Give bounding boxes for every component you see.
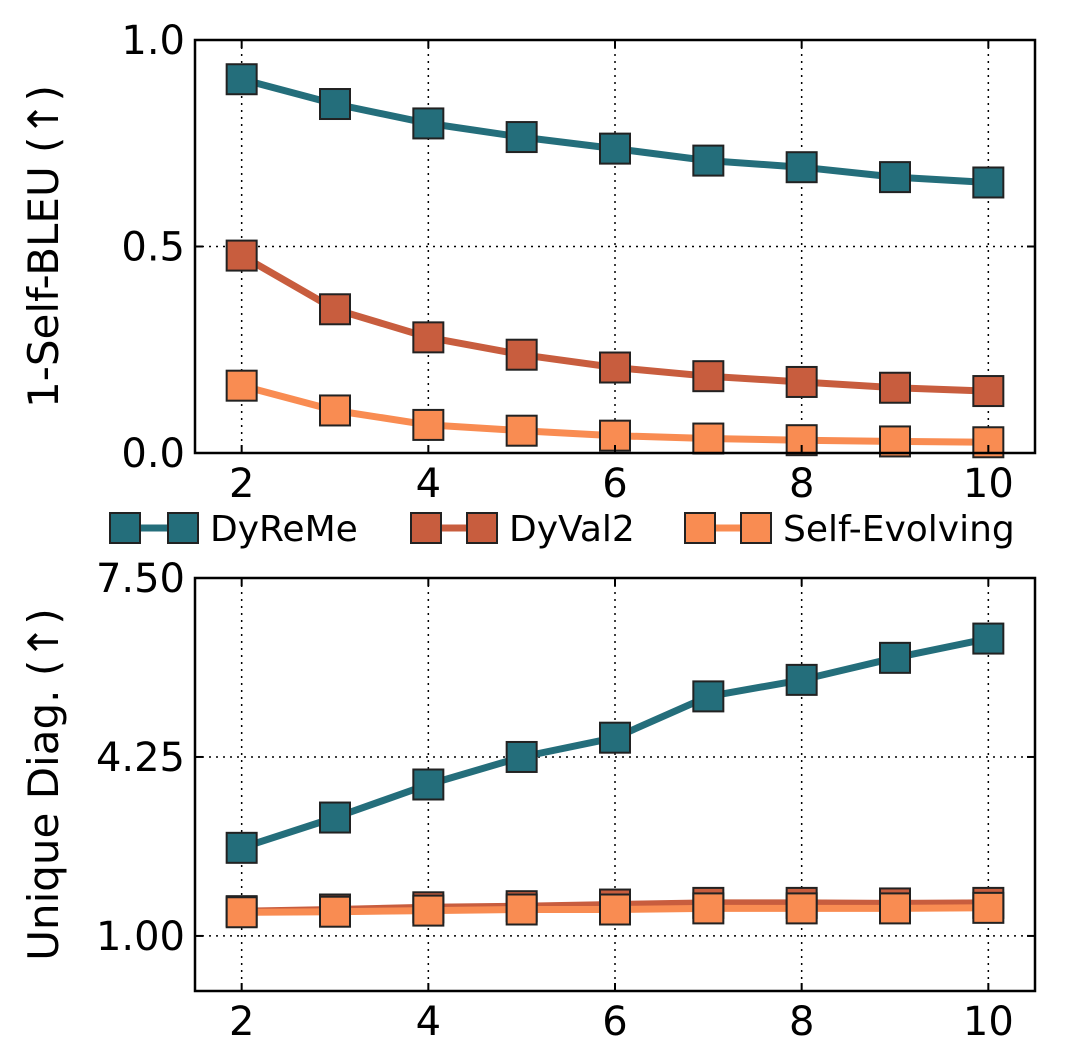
unique-diag-point-dyreme-2 [225, 831, 258, 864]
self-bleu-point-dyreme-6 [599, 132, 631, 165]
self-bleu-point-dyval2-6 [599, 351, 631, 384]
legend-item-dyreme: DyReMe [109, 509, 358, 550]
unique-diag-point-dyreme-10 [972, 622, 1005, 655]
unique-diag-ylabel: Unique Diag. (↑) [19, 608, 68, 961]
self-bleu-point-dyreme-2 [225, 63, 258, 96]
self-bleu-point-self-evolving-9 [879, 425, 911, 458]
self-bleu-point-self-evolving-5 [505, 414, 538, 447]
unique-diag-xtick-label-8: 8 [789, 999, 814, 1045]
self-bleu-point-dyreme-3 [319, 88, 351, 121]
self-bleu-point-dyreme-9 [879, 161, 911, 194]
legend-marker-dyreme-right [167, 512, 199, 544]
legend-label-dyval2: DyVal2 [509, 509, 635, 550]
chart-unique-diag: 2 4 6 8 10 1.00 4.25 7.50 Unique Diag. (↑) [19, 556, 1037, 1045]
chart-self-bleu: 2 4 6 8 10 0.0 0.5 1.0 1-Self-BLEU (↑) [19, 18, 1037, 507]
legend-item-self-evolving: Self-Evolving [684, 509, 1015, 550]
unique-diag-point-dyreme-6 [599, 721, 631, 754]
self-bleu-xtick-label-2: 2 [229, 461, 254, 507]
self-bleu-point-self-evolving-3 [319, 394, 351, 427]
unique-diag-point-self-evolving-8 [785, 892, 818, 925]
unique-diag-point-dyreme-3 [319, 801, 351, 834]
unique-diag-ytick-label-1: 4.25 [96, 735, 185, 781]
unique-diag-point-self-evolving-4 [412, 894, 445, 927]
self-bleu-xtick-label-10: 10 [963, 461, 1014, 507]
self-bleu-point-dyval2-5 [505, 338, 538, 371]
unique-diag-xtick-label-2: 2 [229, 999, 254, 1045]
legend-label-self-evolving: Self-Evolving [783, 509, 1015, 550]
self-bleu-point-dyreme-8 [785, 151, 818, 184]
unique-diag-ytick-label-0: 1.00 [96, 914, 185, 960]
self-bleu-ylabel: 1-Self-BLEU (↑) [19, 85, 68, 408]
unique-diag-xtick-label-6: 6 [602, 999, 627, 1045]
self-bleu-point-dyreme-10 [972, 166, 1005, 199]
unique-diag-point-dyreme-7 [692, 680, 725, 713]
self-bleu-point-dyreme-7 [692, 144, 725, 177]
legend-marker-dyval2-left [410, 512, 442, 544]
self-bleu-point-self-evolving-7 [692, 422, 725, 455]
unique-diag-xtick-label-10: 10 [963, 999, 1014, 1045]
self-bleu-point-dyval2-3 [319, 293, 351, 326]
unique-diag-point-dyreme-5 [505, 740, 538, 773]
self-bleu-point-dyval2-8 [785, 365, 818, 398]
self-bleu-point-dyval2-9 [879, 371, 911, 404]
unique-diag-point-self-evolving-5 [505, 893, 538, 926]
self-bleu-xtick-label-6: 6 [602, 461, 627, 507]
self-bleu-point-dyreme-5 [505, 121, 538, 154]
unique-diag-ytick-label-2: 7.50 [96, 556, 185, 602]
self-bleu-ytick-label-0: 0.0 [121, 431, 185, 477]
legend-marker-self-evolving-left [684, 512, 716, 544]
self-bleu-point-dyval2-7 [692, 360, 725, 393]
self-bleu-xtick-label-8: 8 [789, 461, 814, 507]
unique-diag-point-dyreme-4 [412, 768, 445, 801]
unique-diag-point-dyreme-9 [879, 641, 911, 674]
unique-diag-point-self-evolving-9 [879, 892, 911, 925]
unique-diag-point-self-evolving-10 [972, 891, 1005, 924]
self-bleu-ytick-label-1: 0.5 [121, 225, 185, 271]
self-bleu-point-self-evolving-2 [225, 369, 258, 402]
self-bleu-point-dyreme-4 [412, 107, 445, 140]
unique-diag-point-self-evolving-3 [319, 895, 351, 928]
legend-marker-self-evolving-right [740, 512, 772, 544]
legend-marker-dyreme-left [109, 512, 141, 544]
unique-diag-xtick-label-4: 4 [416, 999, 441, 1045]
unique-diag-point-dyreme-8 [785, 663, 818, 696]
self-bleu-point-dyval2-10 [972, 375, 1005, 408]
self-bleu-point-dyval2-4 [412, 321, 445, 354]
self-bleu-point-self-evolving-4 [412, 408, 445, 441]
legend: DyReMe DyVal2 Self-Evolving [109, 509, 1015, 550]
legend-item-dyval2: DyVal2 [410, 509, 635, 550]
unique-diag-point-self-evolving-7 [692, 892, 725, 925]
legend-marker-dyval2-right [466, 512, 498, 544]
self-bleu-ytick-label-2: 1.0 [121, 18, 185, 64]
unique-diag-point-self-evolving-2 [225, 896, 258, 929]
self-bleu-xtick-label-4: 4 [416, 461, 441, 507]
unique-diag-point-self-evolving-6 [599, 893, 631, 926]
self-bleu-point-dyval2-2 [225, 239, 258, 272]
legend-label-dyreme: DyReMe [210, 509, 358, 550]
